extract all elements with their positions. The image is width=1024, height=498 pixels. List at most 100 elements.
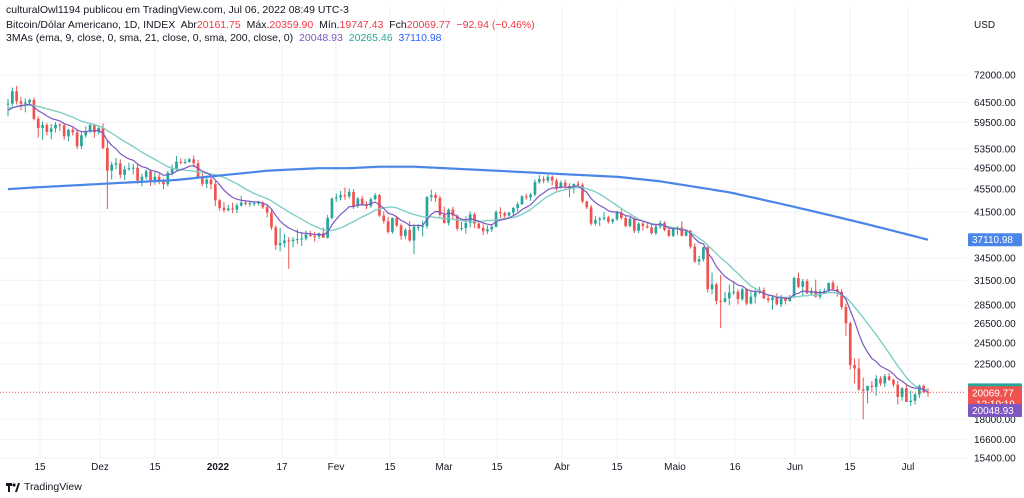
candle bbox=[442, 206, 446, 224]
candle bbox=[624, 214, 627, 228]
candle bbox=[637, 222, 640, 234]
candle-body bbox=[516, 204, 520, 208]
candle bbox=[598, 216, 602, 227]
candle bbox=[287, 237, 291, 269]
x-tick-label: 15 bbox=[149, 462, 161, 473]
candle bbox=[226, 204, 230, 212]
candle-body bbox=[537, 178, 541, 183]
candle bbox=[395, 216, 399, 228]
candle-body bbox=[110, 164, 114, 171]
candle-body bbox=[559, 182, 563, 188]
candle bbox=[693, 243, 697, 263]
candle-body bbox=[710, 284, 714, 290]
x-tick-label: Jun bbox=[787, 462, 803, 473]
candle bbox=[71, 127, 75, 136]
y-tick-label: 41500.00 bbox=[974, 207, 1016, 218]
candle bbox=[6, 98, 10, 117]
candle bbox=[300, 231, 304, 246]
candle-body bbox=[848, 323, 852, 366]
candle-body bbox=[918, 385, 921, 395]
candle bbox=[775, 293, 779, 306]
candle bbox=[710, 272, 714, 295]
candle bbox=[270, 208, 273, 230]
candle bbox=[118, 159, 122, 179]
sma200-badge: 37110.98 bbox=[968, 233, 1022, 247]
candle bbox=[110, 161, 114, 180]
candle-body bbox=[222, 207, 226, 211]
x-tick-label: 15 bbox=[491, 462, 503, 473]
candle-body bbox=[226, 208, 230, 211]
candle-body bbox=[395, 218, 399, 226]
candle bbox=[650, 224, 653, 235]
low-label: Mín. bbox=[319, 19, 340, 31]
candle bbox=[209, 176, 213, 190]
candle-body bbox=[6, 103, 10, 105]
candle-body bbox=[144, 171, 148, 177]
candle-body bbox=[853, 365, 856, 369]
candle-body bbox=[671, 228, 675, 236]
candle-body bbox=[153, 176, 157, 183]
x-tick-label: 2022 bbox=[207, 462, 230, 473]
candle-body bbox=[900, 388, 904, 397]
candle bbox=[425, 196, 429, 229]
candle-body bbox=[421, 226, 424, 228]
candle-body bbox=[546, 176, 550, 181]
candle-body bbox=[727, 292, 731, 299]
candle-body bbox=[896, 384, 900, 397]
candle-body bbox=[205, 179, 209, 184]
candle-body bbox=[512, 207, 515, 213]
candle bbox=[581, 182, 584, 204]
candle bbox=[131, 163, 135, 175]
candle bbox=[106, 139, 109, 209]
candle bbox=[546, 174, 550, 183]
footer-brand[interactable]: TradingView bbox=[6, 481, 82, 493]
candle-body bbox=[343, 195, 347, 197]
candle bbox=[671, 228, 675, 238]
candle-body bbox=[162, 181, 165, 185]
indicator-legend[interactable]: 3MAs (ema, 9, close, 0, sma, 21, close, … bbox=[6, 32, 445, 44]
candle bbox=[732, 281, 735, 296]
x-tick-label: Maio bbox=[664, 462, 686, 473]
x-tick-label: Fev bbox=[328, 462, 345, 473]
candle bbox=[745, 288, 748, 306]
candle bbox=[512, 207, 515, 216]
candle bbox=[499, 207, 502, 219]
sma200-value: 37110.98 bbox=[398, 32, 442, 44]
candle-body bbox=[127, 168, 131, 170]
candle-body bbox=[451, 209, 455, 216]
candle-body bbox=[283, 240, 286, 244]
candle-body bbox=[779, 298, 783, 305]
candle bbox=[127, 162, 131, 171]
candle bbox=[248, 201, 252, 207]
candle bbox=[723, 291, 727, 303]
candle-body bbox=[257, 202, 260, 204]
candle bbox=[533, 179, 537, 197]
candle-body bbox=[10, 91, 14, 104]
candle-body bbox=[28, 99, 31, 103]
y-tick-label: 24500.00 bbox=[974, 338, 1016, 349]
candle-body bbox=[326, 218, 329, 238]
candle bbox=[887, 372, 891, 382]
candle-body bbox=[235, 205, 239, 210]
candle bbox=[715, 282, 718, 305]
candle bbox=[550, 175, 554, 186]
candle bbox=[892, 378, 895, 388]
x-tick-label: 15 bbox=[34, 462, 46, 473]
candle-body bbox=[88, 125, 92, 132]
candle-body bbox=[628, 218, 632, 227]
candle-body bbox=[892, 379, 895, 385]
candle bbox=[373, 192, 377, 201]
candle bbox=[45, 122, 49, 136]
candle bbox=[537, 174, 541, 184]
candle bbox=[360, 195, 364, 206]
candle-body bbox=[715, 284, 718, 301]
candle bbox=[196, 159, 200, 179]
candle bbox=[632, 217, 636, 234]
candle-body bbox=[641, 223, 645, 227]
candle bbox=[585, 200, 589, 209]
candle bbox=[900, 387, 904, 401]
candle-body bbox=[654, 226, 658, 234]
candle-body bbox=[883, 376, 887, 384]
